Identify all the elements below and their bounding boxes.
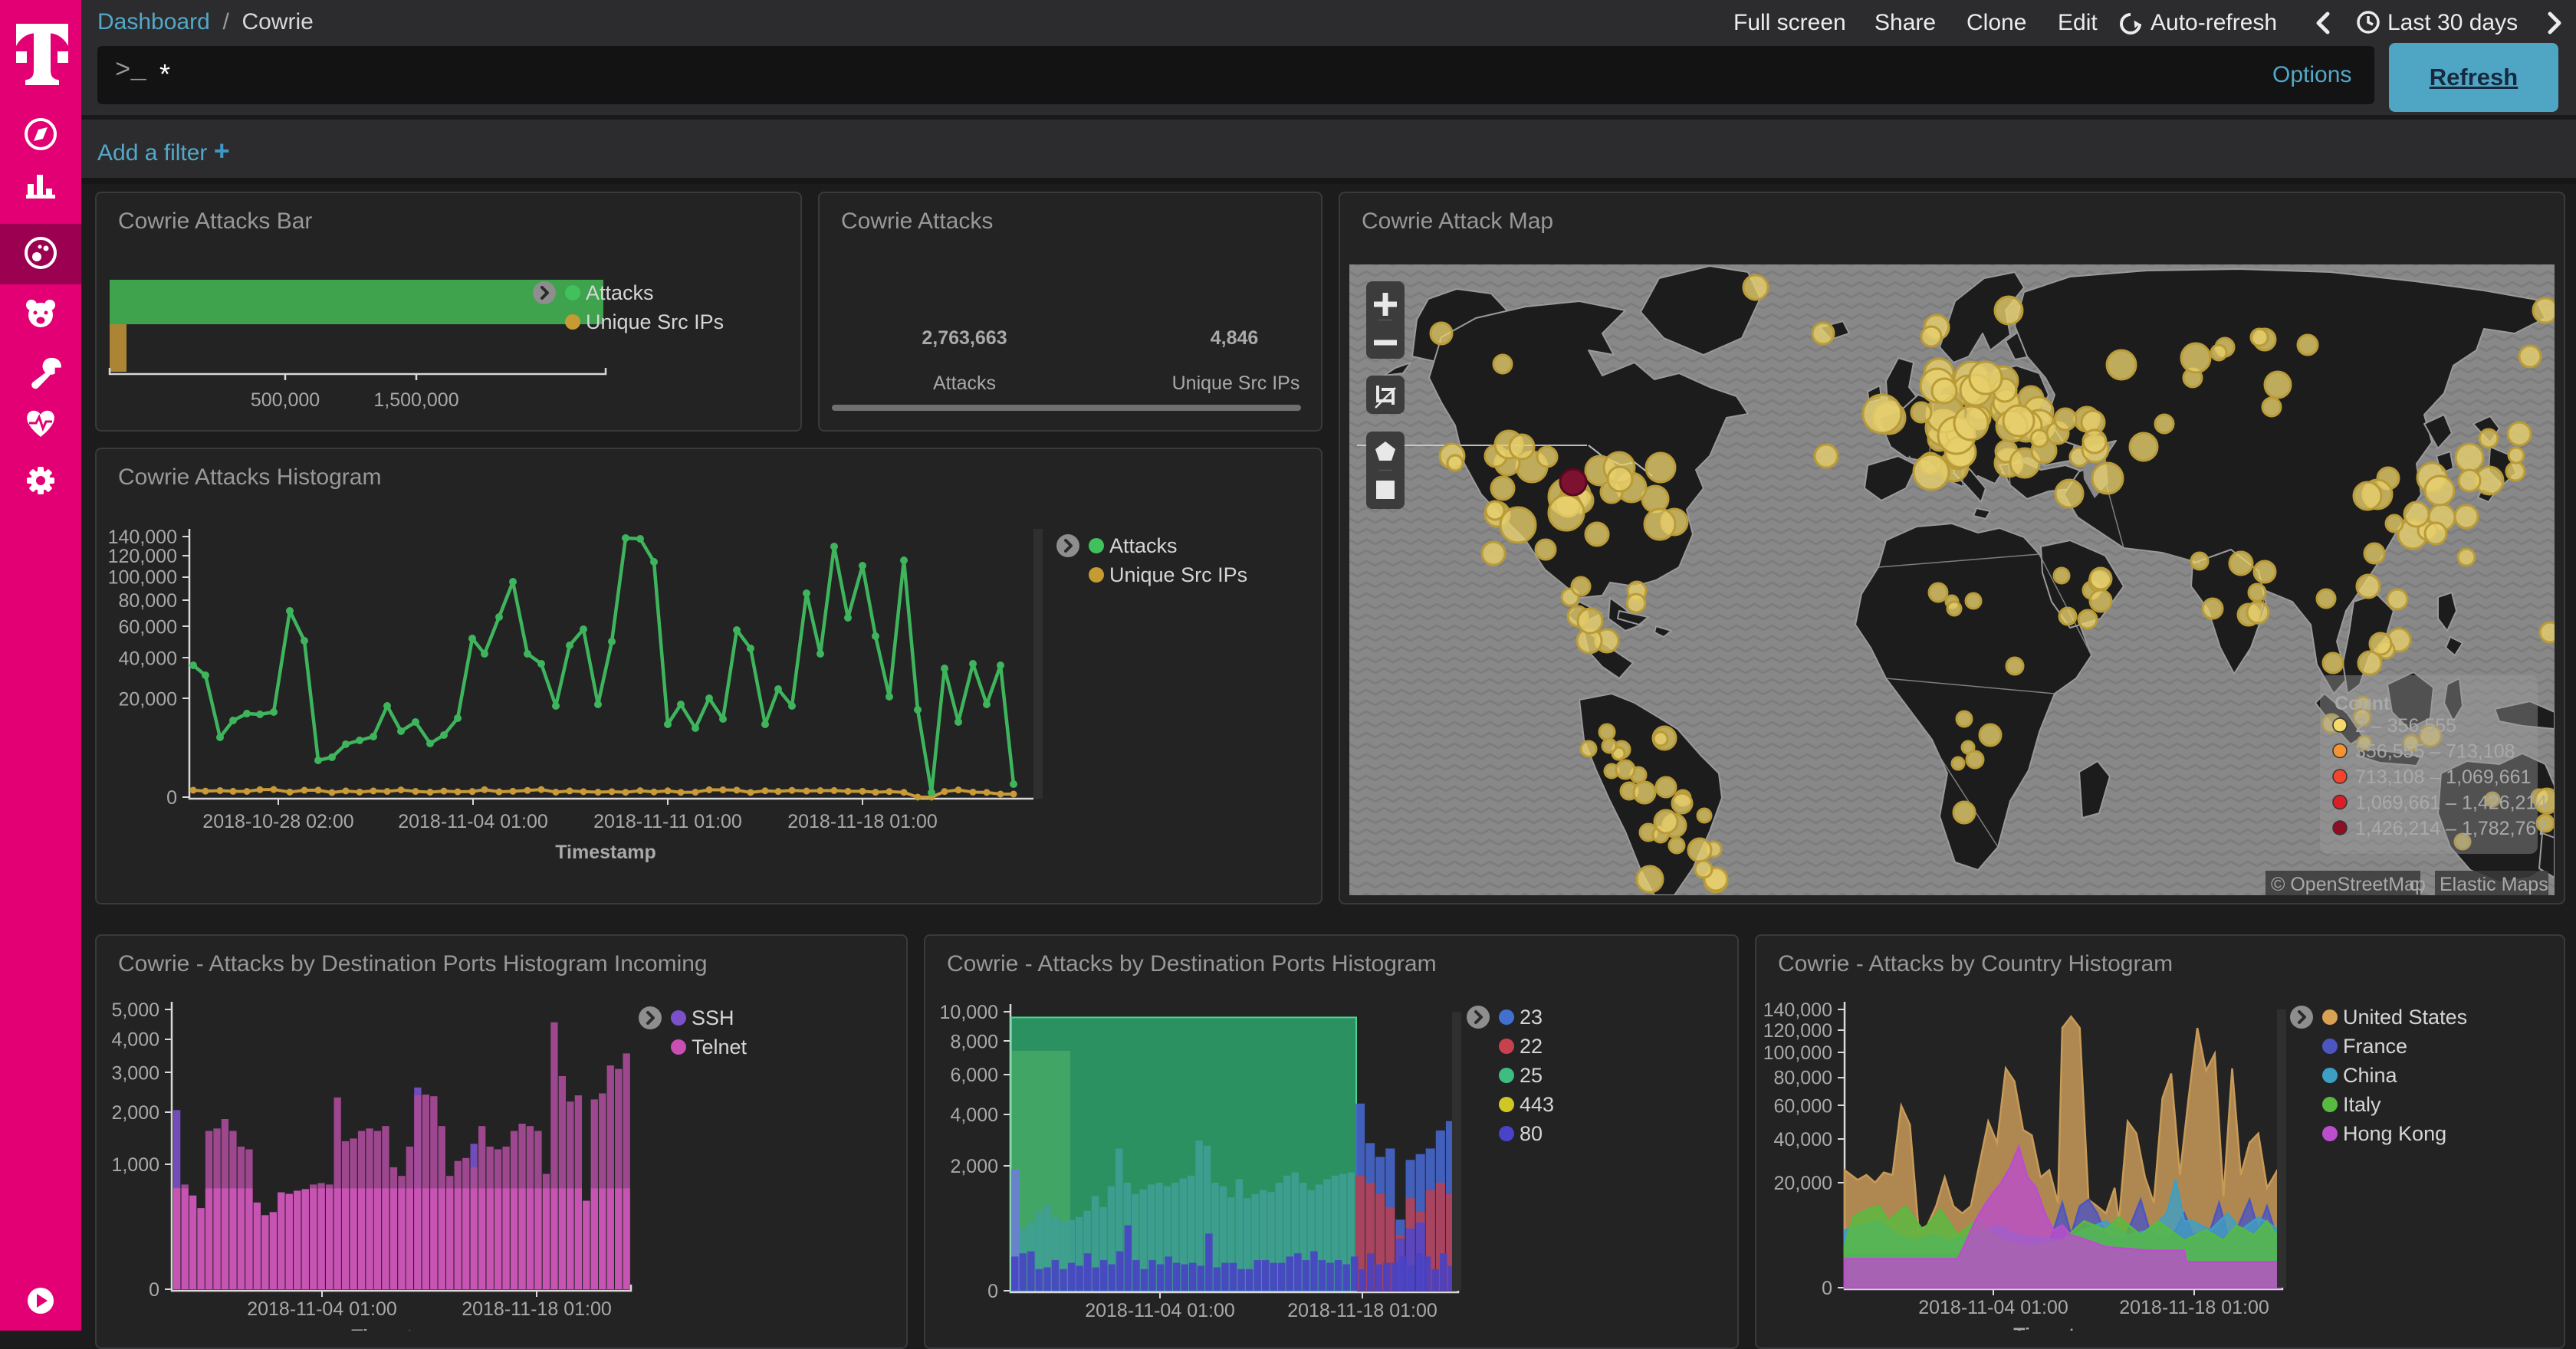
svg-text:3,000: 3,000 bbox=[111, 1062, 159, 1084]
svg-text:2018-11-04 01:00: 2018-11-04 01:00 bbox=[1918, 1297, 2068, 1318]
svg-text:France: France bbox=[2343, 1035, 2407, 1058]
svg-text:60,000: 60,000 bbox=[119, 616, 177, 638]
svg-text:1,500,000: 1,500,000 bbox=[373, 389, 458, 411]
svg-text:2018-11-18 01:00: 2018-11-18 01:00 bbox=[787, 811, 938, 832]
svg-text:20,000: 20,000 bbox=[119, 688, 177, 710]
svg-text:23: 23 bbox=[1520, 1006, 1543, 1029]
svg-text:120,000: 120,000 bbox=[108, 546, 177, 567]
svg-text:100,000: 100,000 bbox=[1763, 1042, 1832, 1064]
svg-text:443: 443 bbox=[1520, 1093, 1554, 1116]
svg-text:Timestamp: Timestamp bbox=[555, 842, 656, 863]
svg-text:Attacks: Attacks bbox=[933, 373, 996, 394]
svg-text:2018-11-18 01:00: 2018-11-18 01:00 bbox=[462, 1298, 612, 1320]
svg-text:2018-11-04 01:00: 2018-11-04 01:00 bbox=[1085, 1300, 1235, 1321]
svg-text:6,000: 6,000 bbox=[950, 1065, 998, 1086]
svg-text:Attacks: Attacks bbox=[1109, 534, 1178, 557]
svg-text:Hong Kong: Hong Kong bbox=[2343, 1122, 2446, 1145]
svg-text:Italy: Italy bbox=[2343, 1093, 2381, 1116]
svg-text:0: 0 bbox=[149, 1279, 159, 1301]
svg-text:Count: Count bbox=[2334, 693, 2390, 714]
svg-text:Unique Src IPs: Unique Src IPs bbox=[1172, 373, 1300, 394]
svg-text:22: 22 bbox=[1520, 1035, 1543, 1058]
svg-text:Timestamp: Timestamp bbox=[351, 1326, 452, 1331]
svg-text:1,426,214 – 1,782,767: 1,426,214 – 1,782,767 bbox=[2355, 818, 2547, 839]
svg-text:80,000: 80,000 bbox=[119, 590, 177, 612]
svg-text:8,000: 8,000 bbox=[950, 1031, 998, 1052]
svg-text:Timestamp: Timestamp bbox=[1184, 1328, 1285, 1331]
svg-text:25: 25 bbox=[1520, 1064, 1543, 1087]
svg-text:40,000: 40,000 bbox=[119, 648, 177, 669]
svg-text:40,000: 40,000 bbox=[1774, 1129, 1832, 1150]
svg-text:2018-11-18 01:00: 2018-11-18 01:00 bbox=[1287, 1300, 1438, 1321]
svg-text:1,069,661 – 1,426,214: 1,069,661 – 1,426,214 bbox=[2355, 793, 2547, 814]
svg-text:Unique Src IPs: Unique Src IPs bbox=[586, 310, 724, 333]
svg-text:c,: c, bbox=[2410, 874, 2424, 895]
svg-text:100,000: 100,000 bbox=[108, 567, 177, 589]
svg-text:2018-10-28 02:00: 2018-10-28 02:00 bbox=[202, 811, 353, 832]
svg-text:2,763,663: 2,763,663 bbox=[922, 327, 1007, 349]
svg-text:4,000: 4,000 bbox=[111, 1029, 159, 1051]
svg-text:2018-11-04 01:00: 2018-11-04 01:00 bbox=[247, 1298, 397, 1320]
svg-text:2018-11-04 01:00: 2018-11-04 01:00 bbox=[398, 811, 548, 832]
svg-text:SSH: SSH bbox=[692, 1006, 734, 1029]
svg-text:5,000: 5,000 bbox=[111, 999, 159, 1021]
svg-text:United States: United States bbox=[2343, 1006, 2467, 1029]
svg-text:1,000: 1,000 bbox=[111, 1154, 159, 1176]
svg-text:2 – 356,555: 2 – 356,555 bbox=[2355, 715, 2456, 737]
svg-text:140,000: 140,000 bbox=[1763, 999, 1832, 1021]
svg-text:500,000: 500,000 bbox=[251, 389, 320, 411]
svg-text:China: China bbox=[2343, 1064, 2398, 1087]
svg-text:20,000: 20,000 bbox=[1774, 1173, 1832, 1194]
svg-text:Unique Src IPs: Unique Src IPs bbox=[1109, 563, 1247, 586]
svg-text:140,000: 140,000 bbox=[108, 527, 177, 548]
svg-text:80: 80 bbox=[1520, 1122, 1543, 1145]
svg-text:2,000: 2,000 bbox=[950, 1156, 998, 1177]
svg-text:0: 0 bbox=[987, 1281, 998, 1302]
svg-text:4,000: 4,000 bbox=[950, 1104, 998, 1126]
svg-text:Timestamp: Timestamp bbox=[2013, 1324, 2114, 1331]
svg-text:120,000: 120,000 bbox=[1763, 1020, 1832, 1042]
svg-text:2018-11-18 01:00: 2018-11-18 01:00 bbox=[2119, 1297, 2269, 1318]
svg-text:10,000: 10,000 bbox=[940, 1002, 998, 1023]
svg-text:0: 0 bbox=[166, 787, 177, 809]
svg-text:356,555 – 713,108: 356,555 – 713,108 bbox=[2355, 741, 2515, 763]
svg-text:© OpenStreetMap: © OpenStreetMap bbox=[2271, 874, 2426, 895]
svg-text:60,000: 60,000 bbox=[1774, 1095, 1832, 1117]
svg-text:Elastic Maps Service: Elastic Maps Service bbox=[2440, 874, 2576, 895]
svg-text:Attacks: Attacks bbox=[586, 281, 654, 304]
svg-text:2,000: 2,000 bbox=[111, 1102, 159, 1124]
svg-text:0: 0 bbox=[1822, 1278, 1832, 1299]
svg-text:4,846: 4,846 bbox=[1211, 327, 1259, 349]
svg-text:80,000: 80,000 bbox=[1774, 1068, 1832, 1089]
svg-text:713,108 – 1,069,661: 713,108 – 1,069,661 bbox=[2355, 766, 2531, 788]
svg-text:2018-11-11 01:00: 2018-11-11 01:00 bbox=[593, 811, 742, 832]
svg-text:Telnet: Telnet bbox=[692, 1036, 748, 1059]
